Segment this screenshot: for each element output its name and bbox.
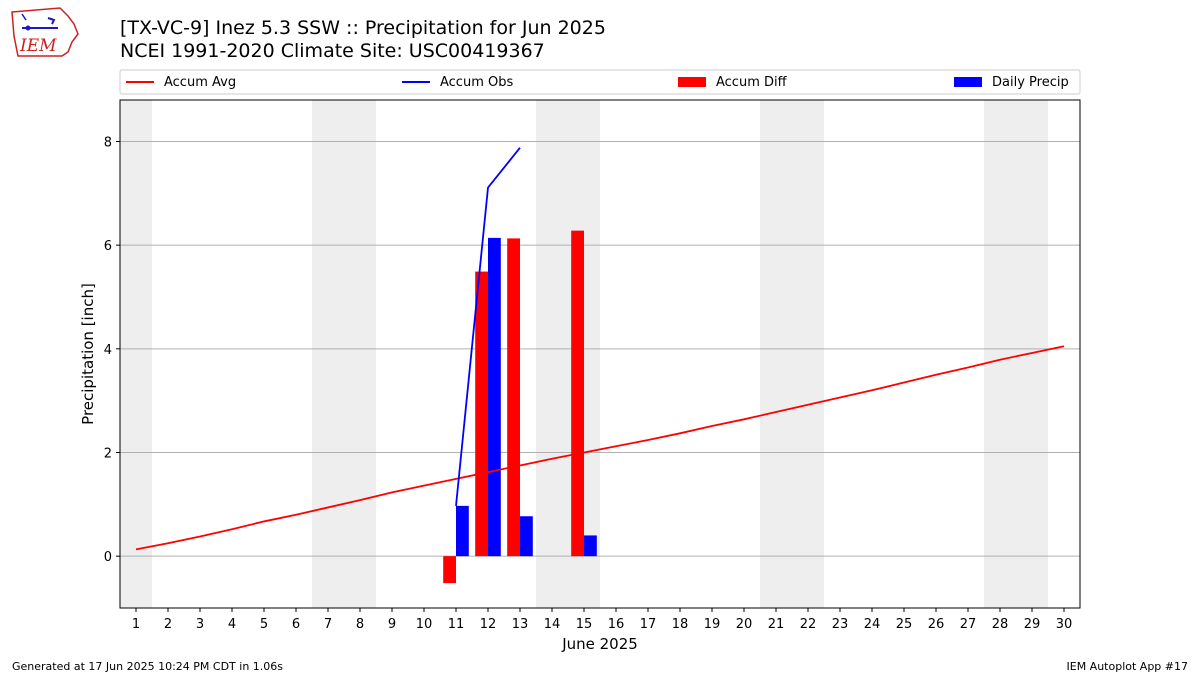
x-tick-label: 16 — [608, 617, 625, 632]
x-tick-label: 6 — [292, 617, 300, 632]
weekend-bands — [120, 100, 1048, 608]
x-tick-label: 15 — [576, 617, 593, 632]
accum-diff-bar — [571, 230, 584, 557]
y-axis: 0 2 4 6 8 — [104, 135, 120, 565]
chart-subtitle: NCEI 1991-2020 Climate Site: USC00419367 — [120, 40, 545, 62]
generated-footer: Generated at 17 Jun 2025 10:24 PM CDT in… — [12, 660, 284, 673]
weekend-band — [120, 100, 152, 608]
x-tick-label: 18 — [672, 617, 689, 632]
x-tick-label: 24 — [864, 617, 881, 632]
x-tick-label: 7 — [324, 617, 332, 632]
legend-box — [119, 69, 1081, 95]
x-tick-label: 14 — [544, 617, 561, 632]
x-tick-label: 4 — [228, 617, 236, 632]
x-tick-label: 3 — [196, 617, 204, 632]
x-tick-label: 21 — [768, 617, 785, 632]
weekend-band — [536, 100, 600, 608]
accum-obs-line — [455, 147, 521, 506]
legend-bar-swatch — [954, 77, 982, 87]
legend-label: Accum Avg — [164, 75, 236, 90]
x-tick-label: 1 — [132, 617, 140, 632]
x-tick-label: 2 — [164, 617, 172, 632]
iem-logo: IEM — [11, 7, 79, 57]
x-tick-label: 27 — [960, 617, 977, 632]
daily-precip-bar — [520, 516, 533, 557]
daily-precip-bar — [584, 535, 597, 557]
legend-label: Accum Obs — [440, 75, 513, 90]
legend-label: Daily Precip — [992, 75, 1069, 90]
y-tick-label: 6 — [104, 239, 112, 254]
x-axis: 1 2 3 4 5 6 7 8 9 10 11 12 13 14 15 16 17 18 19 20 21 22 23 24 2… — [132, 608, 1072, 632]
series-lines — [135, 147, 1065, 551]
x-tick-label: 28 — [992, 617, 1009, 632]
logo-blue-mark — [47, 17, 56, 25]
x-tick-label: 17 — [640, 617, 657, 632]
x-tick-label: 20 — [736, 617, 753, 632]
x-tick-label: 19 — [704, 617, 721, 632]
x-tick-label: 5 — [260, 617, 268, 632]
accum-diff-bar — [443, 556, 456, 584]
gridlines — [120, 140, 1080, 557]
x-tick-label: 22 — [800, 617, 817, 632]
x-axis-label: June 2025 — [561, 635, 638, 653]
x-tick-label: 26 — [928, 617, 945, 632]
iowa-outline-shape — [11, 7, 79, 57]
accum-avg-line — [135, 345, 1065, 551]
y-tick-label: 8 — [104, 135, 112, 150]
y-tick-label: 4 — [104, 343, 112, 358]
x-tick-label: 9 — [388, 617, 396, 632]
x-tick-label: 12 — [480, 617, 497, 632]
accum-diff-bar — [475, 271, 488, 557]
app-footer: IEM Autoplot App #17 — [1066, 660, 1189, 673]
weekend-band — [312, 100, 376, 608]
x-tick-label: 8 — [356, 617, 364, 632]
logo-text: IEM — [19, 36, 57, 56]
x-tick-label: 30 — [1056, 617, 1073, 632]
y-axis-label: Precipitation [inch] — [79, 283, 97, 425]
daily-precip-bar — [488, 237, 501, 557]
plot-frame — [119, 99, 1081, 609]
y-tick-label: 2 — [104, 446, 112, 461]
x-tick-label: 10 — [416, 617, 433, 632]
weekend-band — [984, 100, 1048, 608]
x-tick-label: 11 — [448, 617, 465, 632]
accum-diff-bar — [507, 238, 520, 557]
daily-precip-bar — [456, 505, 469, 557]
logo-blue-mark — [21, 13, 27, 21]
chart-title: [TX-VC-9] Inez 5.3 SSW :: Precipitation … — [120, 17, 606, 39]
x-tick-label: 25 — [896, 617, 913, 632]
y-tick-label: 0 — [104, 550, 112, 565]
x-tick-label: 23 — [832, 617, 849, 632]
legend-bar-swatch — [678, 77, 706, 87]
weekend-band — [760, 100, 824, 608]
legend-label: Accum Diff — [716, 75, 788, 90]
logo-blue-dot — [25, 25, 31, 31]
x-tick-label: 13 — [512, 617, 529, 632]
x-tick-label: 29 — [1024, 617, 1041, 632]
legend: Accum Avg Accum Obs Accum Diff Daily Precip — [119, 69, 1081, 95]
bars — [443, 230, 597, 584]
